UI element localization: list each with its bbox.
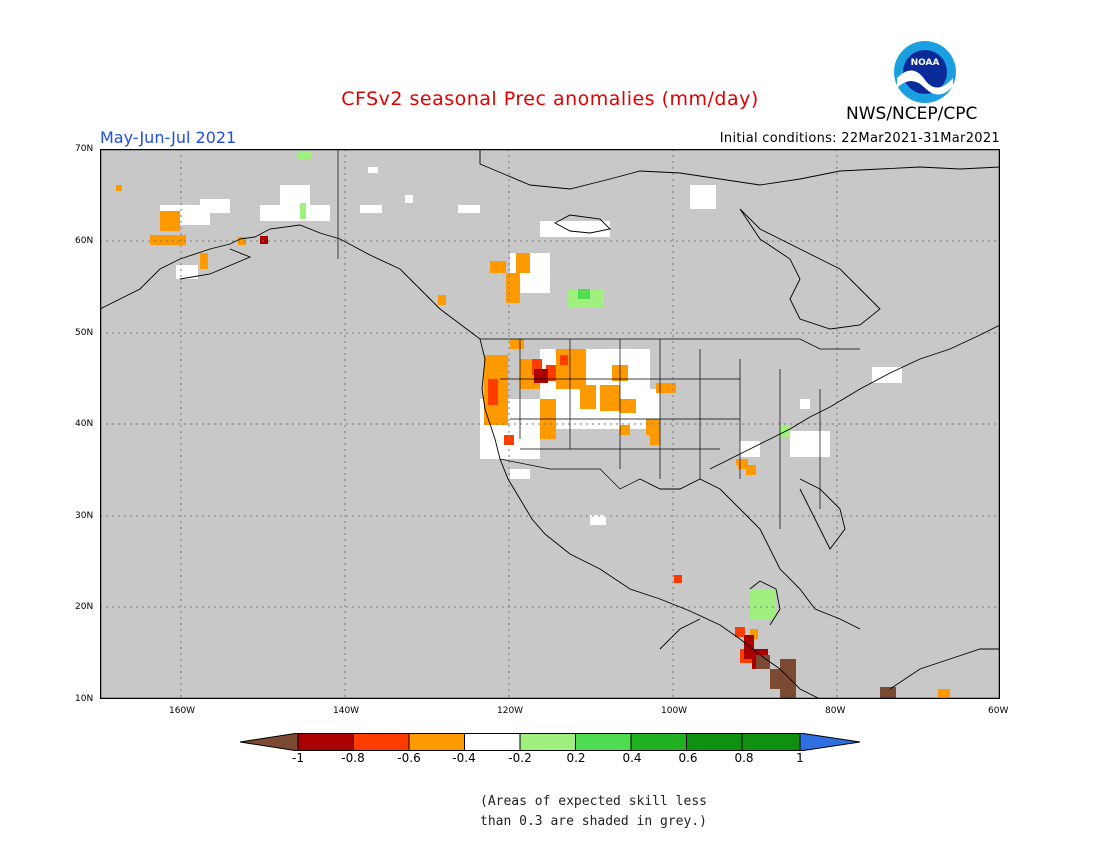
graticule <box>100 149 1000 699</box>
colorbar-swatch-plus-0-2 <box>520 733 576 751</box>
lat-label-60n: 60N <box>75 236 94 246</box>
colorbar-label: 1 <box>796 751 804 765</box>
colorbar-label: -1 <box>292 751 304 765</box>
lat-label-20n: 20N <box>75 602 94 612</box>
lat-label-30n: 30N <box>75 511 94 521</box>
colorbar-swatch-plus-0-4 <box>575 733 631 751</box>
anomaly-minus-1 <box>756 655 896 699</box>
lon-label-80w: 80W <box>825 706 846 716</box>
colorbar-label: -0.6 <box>397 751 421 765</box>
skill-note-line1: (Areas of expected skill less <box>480 794 707 809</box>
anomaly-near-zero <box>160 167 902 525</box>
map-canvas <box>99 148 1001 700</box>
lat-label-10n: 10N <box>75 694 94 704</box>
lon-label-60w: 60W <box>988 706 1009 716</box>
colorbar-swatch-minus-0-6 <box>353 733 409 751</box>
colorbar-swatch-minus-0-4 <box>409 733 465 751</box>
colorbar-swatch-gt-1 <box>800 733 860 751</box>
map-panel <box>99 148 1001 700</box>
period-label: May-Jun-Jul 2021 <box>100 128 237 147</box>
skill-note-line2: than 0.3 are shaded in grey.) <box>480 814 707 829</box>
logo-text: NOAA <box>911 58 940 68</box>
map-frame <box>99 148 1001 700</box>
colorbar-swatch-minus-0-2 <box>464 733 520 751</box>
colorbar-swatch-plus-1 <box>742 733 800 751</box>
anomaly-plus-0-4 <box>578 289 590 299</box>
lon-label-160w: 160W <box>169 706 196 716</box>
colorbar-swatch-minus-0-8 <box>298 733 354 751</box>
lon-label-140w: 140W <box>333 706 360 716</box>
colorbar-swatch-lt-minus-1 <box>240 733 298 751</box>
map-title: CFSv2 seasonal Prec anomalies (mm/day) <box>341 88 759 110</box>
colorbar-swatch-plus-0-8 <box>686 733 742 751</box>
coastlines <box>99 149 1001 700</box>
colorbar-swatch-plus-0-6 <box>631 733 687 751</box>
colorbar <box>239 732 861 752</box>
colorbar-label: 0.8 <box>734 751 754 765</box>
initial-conditions-label: Initial conditions: 22Mar2021-31Mar2021 <box>719 131 1000 146</box>
lat-label-70n: 70N <box>75 144 94 154</box>
colorbar-label: 0.2 <box>566 751 586 765</box>
colorbar-label: -0.2 <box>508 751 532 765</box>
colorbar-label: -0.4 <box>452 751 476 765</box>
lat-label-50n: 50N <box>75 328 94 338</box>
agency-label: NWS/NCEP/CPC <box>846 104 978 124</box>
lon-label-100w: 100W <box>661 706 688 716</box>
skill-note: (Areas of expected skill less than 0.3 a… <box>480 792 707 832</box>
political-borders <box>337 149 860 529</box>
colorbar-label: -0.8 <box>341 751 365 765</box>
colorbar-label: 0.6 <box>678 751 698 765</box>
lat-label-40n: 40N <box>75 419 94 429</box>
lon-label-120w: 120W <box>497 706 524 716</box>
colorbar-label: 0.4 <box>622 751 642 765</box>
logo: NOAA <box>893 40 957 104</box>
